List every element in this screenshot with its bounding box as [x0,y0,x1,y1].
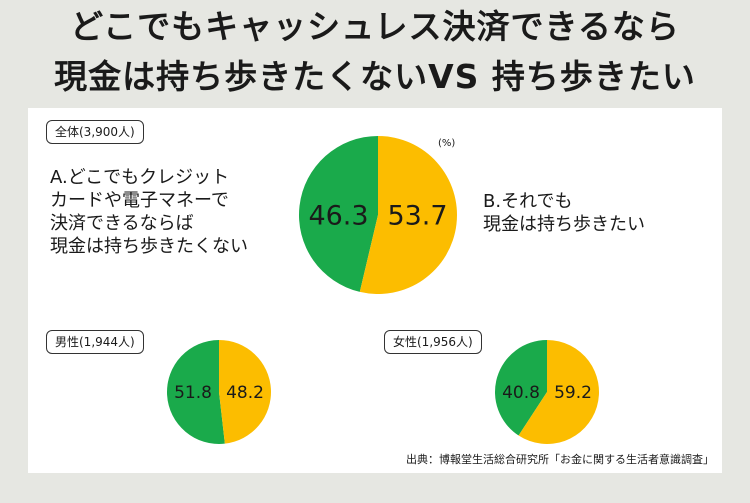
pie-slice-a [298,136,378,292]
page-title-line2: 現金は持ち歩きたくないVS 持ち歩きたい [54,57,696,96]
pie-value-label-a: 46.3 [308,201,368,232]
pie-chart-male: 51.8 48.2 [167,340,271,444]
group-tag-total: 全体(3,900人) [46,120,144,144]
source-note: 出典：博報堂生活総合研究所「お金に関する生活者意識調査」 [406,453,714,466]
pie-slice-b [518,340,599,444]
pie-chart-female: 40.8 59.2 [495,340,599,444]
label-a-line: 現金は持ち歩きたくない [50,236,248,257]
group-tag-male: 男性(1,944人) [46,330,144,354]
page-title-line1: どこでもキャッシュレス決済できるなら [70,7,680,46]
pie-value-label-a: 40.8 [502,383,540,403]
group-tag-female: 女性(1,956人) [384,330,482,354]
pie-value-label-b: 53.7 [387,201,447,232]
pie-value-label-a: 51.8 [174,383,212,403]
label-b-line: 現金は持ち歩きたい [483,214,645,235]
label-a-line: 決済できるならば [50,213,194,234]
pie-value-label-b: 48.2 [226,383,264,403]
pie-slice-a [167,340,225,444]
chart-card: 全体(3,900人) 男性(1,944人) 女性(1,956人) A.どこでもク… [28,108,722,473]
pie-slice-b [359,136,457,294]
pie-value-label-b: 59.2 [554,383,592,403]
label-a-line: A.どこでもクレジット [50,167,230,188]
label-a: A.どこでもクレジット カードや電子マネーで 決済できるならば 現金は持ち歩きた… [50,166,248,258]
pie-chart-total: 46.3 53.7 [298,136,457,294]
pie-slice-a [495,340,547,436]
pie-slice-b [219,340,271,444]
unit-label: (%) [438,138,456,149]
label-b: B.それでも 現金は持ち歩きたい [483,190,645,236]
label-a-line: カードや電子マネーで [50,190,229,211]
label-b-line: B.それでも [483,191,573,212]
